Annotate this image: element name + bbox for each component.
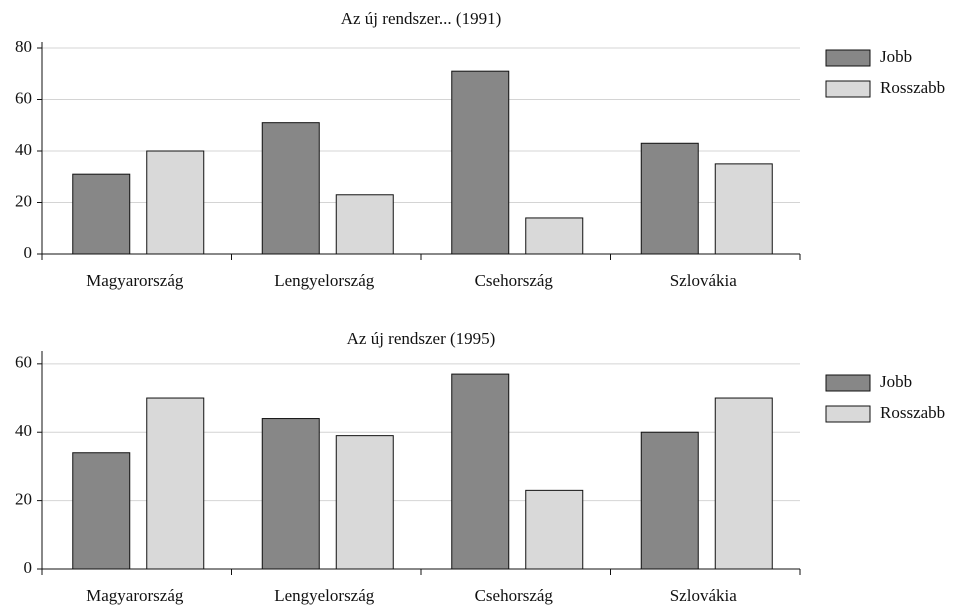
- x-tick-label: Lengyelország: [274, 271, 375, 290]
- y-tick-label: 20: [15, 490, 32, 509]
- x-tick-label: Szlovákia: [670, 271, 737, 290]
- bar: [451, 70, 510, 255]
- bar: [714, 163, 773, 255]
- y-tick-label: 40: [15, 140, 32, 159]
- bar: [146, 397, 205, 570]
- bar: [640, 431, 699, 570]
- bar: [335, 435, 394, 570]
- legend-label: Rosszabb: [880, 78, 945, 97]
- y-tick-label: 20: [15, 191, 32, 210]
- x-tick-label: Magyarország: [86, 586, 184, 605]
- y-tick-label: 0: [24, 558, 33, 577]
- legend-label: Jobb: [880, 47, 912, 66]
- bar: [714, 397, 773, 570]
- y-tick-label: 60: [15, 88, 32, 107]
- y-tick-label: 0: [24, 243, 33, 262]
- legend-label: Rosszabb: [880, 403, 945, 422]
- x-tick-label: Szlovákia: [670, 586, 737, 605]
- bar: [335, 194, 394, 255]
- bar: [72, 452, 131, 570]
- legend-label: Jobb: [880, 372, 912, 391]
- y-tick-label: 40: [15, 421, 32, 440]
- x-tick-label: Lengyelország: [274, 586, 375, 605]
- bar: [146, 150, 205, 255]
- x-tick-label: Csehország: [475, 271, 554, 290]
- bar: [525, 217, 584, 255]
- bar: [72, 173, 131, 255]
- legend-swatch: [825, 80, 871, 98]
- legend-swatch: [825, 374, 871, 392]
- y-tick-label: 80: [15, 37, 32, 56]
- y-tick-label: 60: [15, 353, 32, 372]
- x-tick-label: Csehország: [475, 586, 554, 605]
- bar: [261, 418, 320, 570]
- bar: [525, 489, 584, 570]
- bar: [640, 142, 699, 255]
- bar: [451, 373, 510, 570]
- chart-title: Az új rendszer (1995): [347, 329, 496, 348]
- legend-swatch: [825, 49, 871, 67]
- x-tick-label: Magyarország: [86, 271, 184, 290]
- bar: [261, 122, 320, 255]
- legend-swatch: [825, 405, 871, 423]
- chart-title: Az új rendszer... (1991): [341, 9, 502, 28]
